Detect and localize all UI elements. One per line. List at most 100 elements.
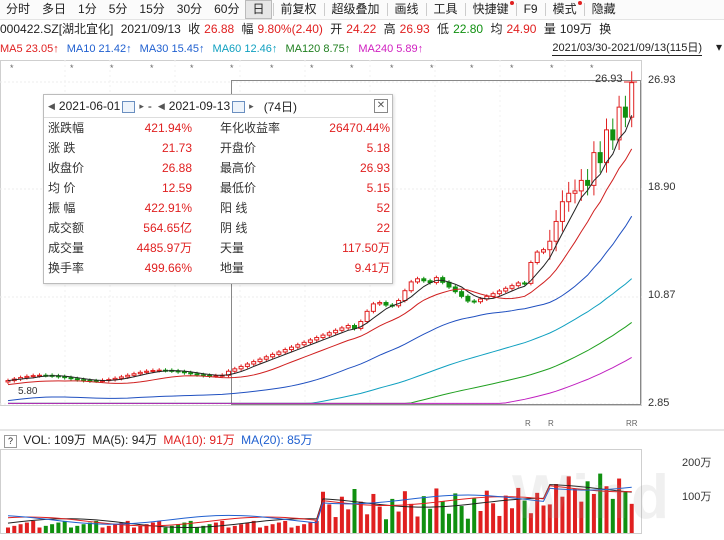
r-marker: R: [525, 419, 531, 428]
turnover-label: 换: [599, 22, 612, 36]
event-marker: *: [150, 63, 154, 73]
tab-15min[interactable]: 15分: [139, 2, 165, 16]
volume-bar: [69, 527, 73, 533]
tab-daily[interactable]: 日: [245, 0, 272, 19]
volume-bar: [314, 520, 319, 533]
security-code: 000422.SZ[湖北宜化]: [0, 22, 114, 36]
help-icon[interactable]: ?: [4, 435, 17, 448]
volume-bar: [415, 516, 420, 533]
arrow-right-icon[interactable]: ▸: [249, 100, 254, 111]
volume-bar: [591, 493, 596, 533]
volume-bar: [371, 493, 376, 533]
arrow-left-icon[interactable]: ◀: [157, 100, 165, 111]
volume-bar: [566, 476, 571, 533]
vol-ma5: MA(5): 94万: [92, 433, 158, 447]
volume-bar: [94, 520, 99, 533]
tab-multi-day[interactable]: 多日: [42, 2, 67, 16]
tab-30min[interactable]: 30分: [176, 2, 203, 16]
stat-row: 涨跌幅 421.94% 年化收益率 26470.44%: [44, 119, 392, 138]
candle-body: [352, 325, 357, 329]
hide-button[interactable]: 隐藏: [591, 2, 616, 16]
tab-1min[interactable]: 1分: [78, 2, 97, 16]
arrow-right-icon[interactable]: ▸: [139, 100, 144, 111]
stat-label: 开盘价: [220, 141, 257, 155]
candle-body: [421, 278, 427, 282]
stat-value: 564.65亿: [143, 221, 192, 235]
calendar-icon[interactable]: [232, 101, 246, 113]
event-marker: *: [110, 63, 114, 73]
price-tick-2: 18.90: [648, 181, 676, 193]
draw-line-button[interactable]: 画线: [394, 2, 419, 16]
volume-bar: [213, 522, 218, 533]
arrow-left-icon[interactable]: ◀: [48, 100, 55, 111]
close-label: 收: [188, 22, 201, 36]
tools-button[interactable]: 工具: [433, 2, 458, 16]
volume-bar: [302, 524, 307, 533]
volume-bar: [144, 524, 149, 533]
candle-body: [81, 379, 87, 382]
stat-row: 振 幅 422.91% 阳 线 52: [44, 199, 392, 218]
adjust-forward-button[interactable]: 前复权: [280, 2, 317, 16]
volume-bar: [535, 492, 540, 533]
tab-5min[interactable]: 5分: [108, 2, 128, 16]
candle-body: [345, 325, 351, 329]
volume-bar: [610, 498, 615, 533]
super-overlay-button[interactable]: 超级叠加: [331, 2, 380, 16]
price-tick-bottom: 2.85: [648, 397, 670, 409]
event-marker: *: [550, 63, 554, 73]
volume-bar: [50, 524, 55, 533]
price-tick-top: 26.93: [648, 74, 676, 86]
volume-bar: [276, 522, 281, 533]
volume-bar: [396, 511, 401, 533]
stat-label: 天量: [220, 241, 245, 255]
event-marker: *: [390, 63, 394, 73]
candle-body: [534, 251, 540, 264]
candle-body: [131, 373, 137, 376]
volume-bar: [384, 519, 388, 533]
candle-body: [547, 240, 553, 251]
tab-intraday[interactable]: 分时: [6, 2, 31, 16]
stat-value: 21.73: [161, 141, 192, 155]
toolbar-divider: [515, 3, 517, 16]
shortcut-button[interactable]: 快捷键: [467, 0, 515, 19]
close-value: 26.88: [204, 22, 235, 36]
date-range-selector[interactable]: 2021/03/30-2021/09/13(115日): [552, 42, 702, 56]
volume-bar: [188, 520, 193, 533]
stat-label: 年化收益率: [220, 121, 281, 135]
mode-button[interactable]: 模式: [547, 0, 583, 19]
volume-bar: [358, 501, 363, 533]
f9-button[interactable]: F9: [523, 2, 538, 16]
volume-pane-frame: [0, 449, 642, 534]
end-date[interactable]: 2021-09-13: [168, 99, 231, 113]
volume-bar: [119, 522, 124, 533]
change-label: 幅: [241, 22, 254, 36]
volume-bar: [428, 508, 433, 533]
volume-bar: [24, 522, 29, 533]
candle-body: [496, 290, 502, 295]
chevron-down-icon[interactable]: ▾: [715, 40, 722, 54]
candle-body: [200, 374, 206, 377]
calendar-icon[interactable]: [122, 101, 136, 113]
r-marker: RR: [626, 419, 638, 428]
close-icon[interactable]: ✕: [374, 99, 388, 113]
vol-ma20: MA(20): 85万: [241, 433, 313, 447]
stat-label: 换手率: [48, 261, 85, 275]
volume-bar: [629, 503, 634, 533]
volume-bar: [106, 525, 111, 533]
volume-bar: [623, 491, 628, 533]
volume-bar: [176, 524, 181, 533]
notification-dot-icon: [577, 1, 582, 5]
shortcut-label: 快捷键: [472, 2, 509, 16]
low-value: 22.80: [453, 22, 484, 36]
volume-bar: [81, 524, 86, 533]
candle-body: [364, 310, 370, 323]
volume-bar: [6, 527, 10, 533]
ma30-value: MA30 15.45↑: [139, 43, 205, 55]
start-date[interactable]: 2021-06-01: [58, 99, 121, 113]
candle-body: [326, 332, 332, 336]
vol-value: VOL: 109万: [23, 433, 87, 447]
tab-60min[interactable]: 60分: [214, 2, 240, 16]
volume-bar: [12, 525, 17, 533]
ma30-line: [7, 215, 633, 402]
